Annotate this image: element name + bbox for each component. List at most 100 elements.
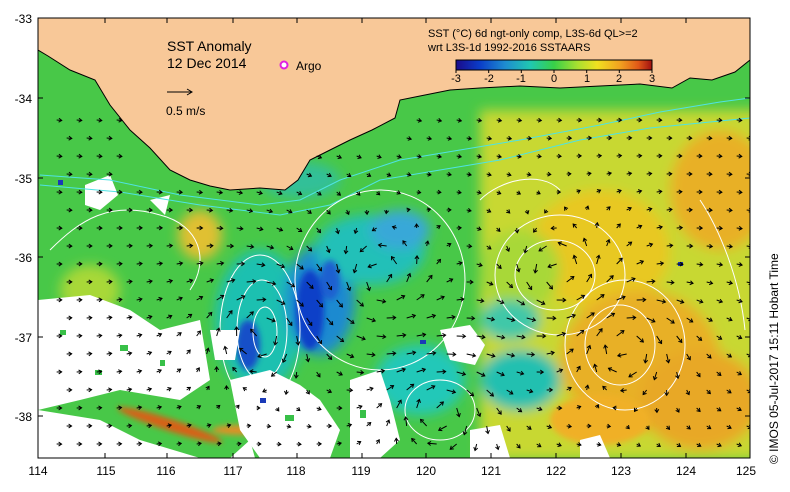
current-vector-head	[278, 190, 283, 196]
current-vector-head	[509, 390, 514, 395]
current-vector-head	[371, 317, 377, 323]
current-vector-head	[416, 398, 421, 404]
current-vector	[534, 263, 538, 273]
current-vector-head	[688, 207, 693, 213]
current-vector-head	[462, 333, 467, 339]
current-vector-head	[550, 350, 555, 356]
current-vector	[286, 317, 293, 326]
current-vector-head	[98, 333, 103, 339]
current-vector	[466, 353, 476, 357]
current-vector	[656, 299, 666, 303]
current-vector-head	[456, 413, 461, 418]
no-data-mask	[38, 175, 610, 458]
current-vector-head	[414, 223, 420, 228]
current-vector-head	[505, 247, 511, 253]
current-vector	[696, 263, 703, 266]
current-vector-head	[547, 263, 552, 269]
current-vector-head	[587, 423, 592, 429]
current-vector-head	[118, 261, 123, 267]
current-vector-head	[511, 317, 516, 322]
current-vector-head	[606, 206, 611, 211]
current-vector	[736, 263, 743, 266]
current-vector	[246, 311, 254, 319]
current-vector	[249, 370, 257, 373]
current-vector-head	[627, 241, 633, 246]
current-vector	[266, 209, 273, 213]
current-vector-head	[678, 117, 683, 123]
current-vector	[617, 353, 627, 357]
current-vector-head	[516, 444, 521, 449]
current-vector-head	[517, 153, 522, 159]
current-vector-head	[198, 189, 204, 195]
current-vector	[216, 262, 224, 265]
current-vector-head	[218, 189, 224, 195]
current-vector-head	[747, 352, 750, 358]
current-vector	[666, 244, 673, 247]
current-vector-head	[595, 254, 601, 259]
current-vector-head	[538, 406, 543, 412]
current-vector-head	[678, 225, 684, 231]
current-vector	[646, 280, 655, 283]
current-vector-head	[728, 171, 733, 177]
current-vector-head	[689, 280, 694, 286]
current-vector-head	[597, 442, 602, 447]
current-vector-head	[594, 403, 600, 409]
colorbar-tick-label: 2	[615, 73, 623, 85]
current-vector-head	[609, 275, 614, 280]
current-vector	[547, 263, 557, 268]
current-vector	[546, 351, 555, 355]
current-vector-head	[78, 405, 83, 411]
current-vector-head	[642, 297, 647, 303]
current-vector	[427, 442, 437, 445]
current-vector	[628, 371, 637, 378]
current-vector-head	[327, 388, 333, 394]
current-vector-head	[500, 299, 505, 305]
current-vector-head	[347, 423, 353, 428]
current-vector	[438, 425, 447, 431]
current-vector-head	[558, 405, 563, 411]
current-vector-head	[402, 240, 407, 245]
current-vector-head	[424, 240, 430, 245]
current-vector-head	[586, 344, 592, 350]
current-vector	[656, 335, 662, 344]
current-vector	[596, 328, 603, 337]
current-vector-head	[489, 392, 495, 397]
current-vector	[216, 328, 220, 337]
current-vector-head	[216, 404, 221, 410]
current-vector-head	[411, 437, 416, 443]
current-vector-head	[207, 423, 212, 428]
current-vector-head	[698, 225, 704, 231]
current-vector-head	[259, 226, 264, 232]
current-vector-head	[88, 207, 93, 213]
current-vector	[271, 371, 277, 377]
current-vector-head	[576, 365, 581, 371]
current-vector-head	[539, 369, 545, 375]
current-vector-head	[531, 317, 537, 322]
current-vector-head	[157, 332, 163, 338]
current-vector-head	[98, 441, 103, 447]
current-vectors	[56, 117, 750, 452]
current-vector-head	[584, 205, 590, 210]
current-vector-head	[638, 117, 643, 123]
current-vector-head	[108, 171, 113, 177]
current-vector-head	[343, 250, 349, 255]
current-vector	[538, 245, 547, 252]
current-vector	[524, 245, 528, 253]
current-vector-head	[288, 209, 293, 214]
current-vector-head	[508, 283, 514, 289]
current-vector-head	[380, 368, 386, 374]
current-vector-head	[298, 227, 303, 233]
current-vector-head	[417, 118, 423, 123]
current-vector	[186, 313, 192, 319]
current-vector-head	[617, 153, 623, 159]
current-vector-head	[696, 372, 701, 378]
current-vector-head	[278, 227, 284, 232]
current-vector-head	[661, 299, 667, 304]
current-vector	[726, 353, 732, 358]
x-tick-label: 116	[156, 464, 176, 478]
current-vector-head	[407, 172, 412, 177]
current-vector-head	[177, 332, 182, 337]
current-vector	[246, 209, 253, 212]
current-vector-head	[148, 279, 153, 284]
current-vector-head	[602, 385, 607, 390]
